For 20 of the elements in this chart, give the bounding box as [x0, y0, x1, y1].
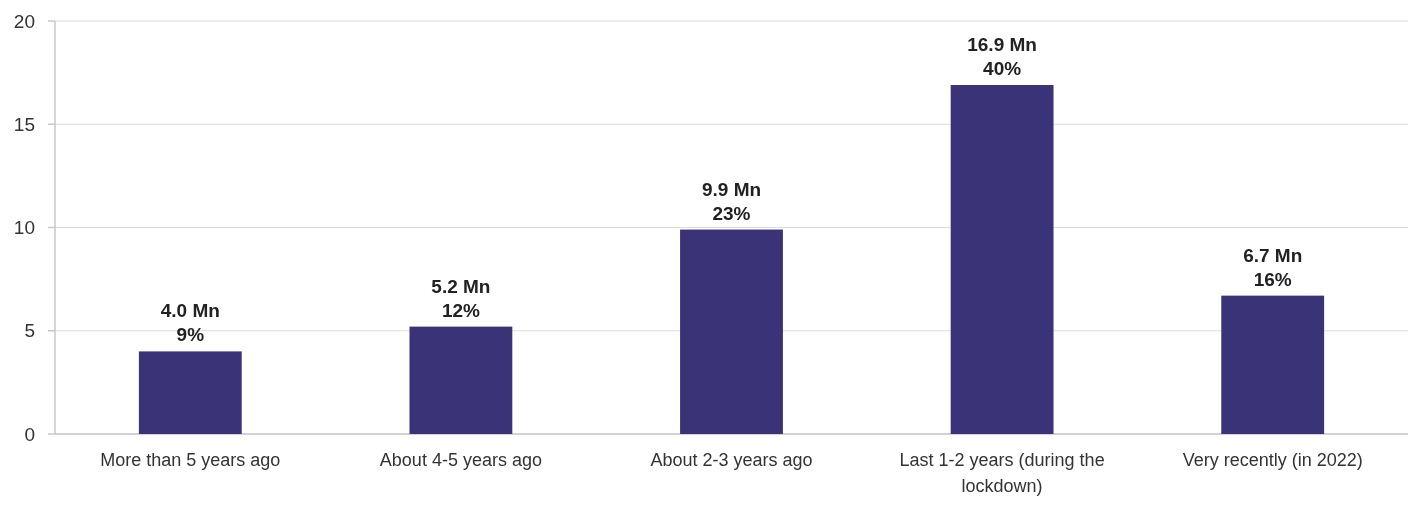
y-tick-label: 10	[13, 217, 35, 239]
y-tick-label: 0	[24, 423, 35, 445]
x-tick-label: About 4-5 years ago	[379, 450, 542, 470]
data-label: 6.7 Mn 16%	[1243, 244, 1303, 290]
y-tick-label: 20	[13, 10, 35, 32]
bar	[1221, 295, 1325, 434]
data-label: 4.0 Mn 9%	[160, 300, 220, 346]
x-tick-label: About 2-3 years ago	[650, 450, 813, 470]
x-tick-label: More than 5 years ago	[100, 450, 281, 470]
x-tick-label: Last 1-2 years (during the lockdown)	[899, 450, 1105, 496]
y-tick-label: 5	[24, 320, 35, 342]
data-label: 5.2 Mn 12%	[431, 275, 491, 321]
bar	[680, 229, 783, 434]
data-label: 9.9 Mn 23%	[701, 178, 762, 224]
data-label: 16.9 Mn 40%	[967, 34, 1037, 80]
y-tick-label: 15	[13, 113, 35, 135]
bar	[138, 351, 242, 434]
bar	[950, 85, 1054, 434]
bar	[409, 326, 513, 434]
x-tick-label: Very recently (in 2022)	[1182, 450, 1363, 470]
